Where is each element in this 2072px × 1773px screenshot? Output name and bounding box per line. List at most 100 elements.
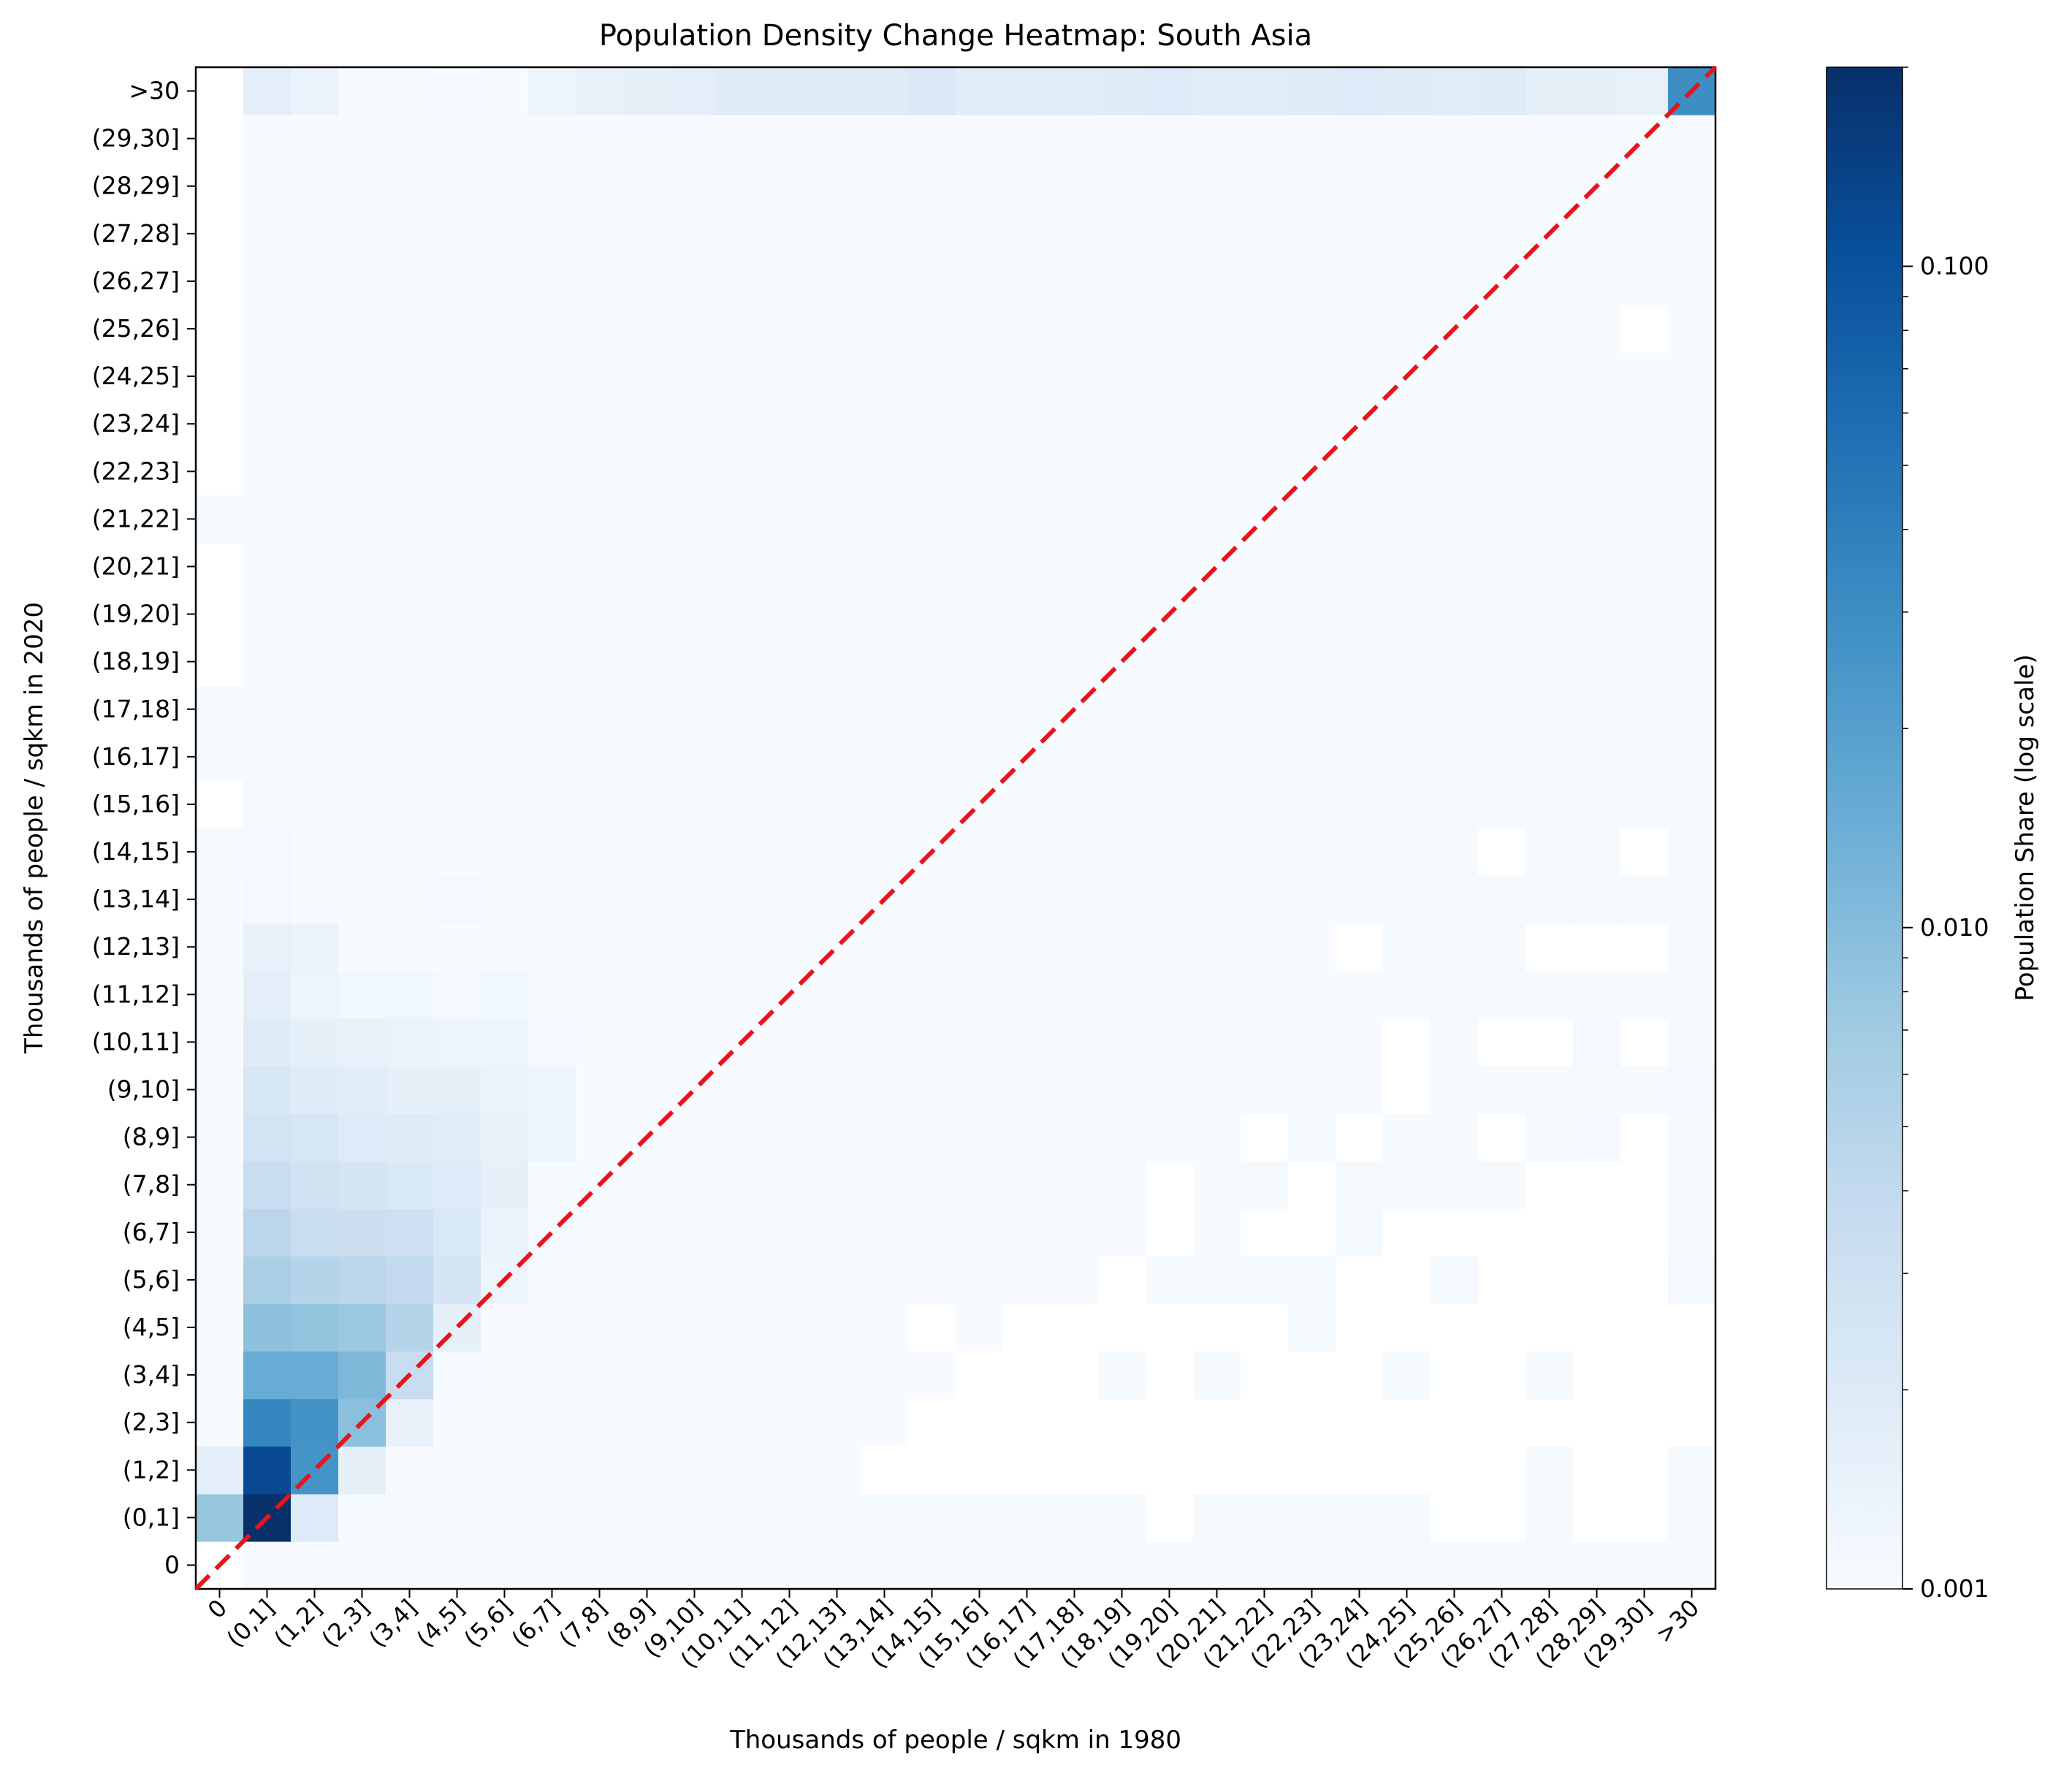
heatmap-cell — [481, 1303, 529, 1352]
heatmap-cell — [1431, 970, 1479, 1019]
heatmap-cell — [1051, 1541, 1099, 1590]
heatmap-cell — [1003, 1351, 1051, 1400]
heatmap-cell — [1431, 542, 1479, 591]
heatmap-cell — [813, 67, 861, 115]
heatmap-cell — [1098, 1018, 1146, 1067]
heatmap-cell — [481, 542, 529, 591]
heatmap-cell — [338, 970, 386, 1019]
heatmap-cell — [1051, 875, 1099, 924]
heatmap-cell — [1383, 495, 1431, 544]
heatmap-cell — [813, 352, 861, 401]
heatmap-cell — [1478, 1208, 1526, 1257]
heatmap-cell — [1431, 1113, 1479, 1162]
heatmap-cell — [481, 1493, 529, 1542]
heatmap-cell — [813, 780, 861, 829]
heatmap-cell — [718, 1398, 766, 1447]
heatmap-cell — [481, 1446, 529, 1495]
heatmap-cell — [1526, 352, 1574, 401]
heatmap-cell — [718, 1541, 766, 1590]
heatmap-cell — [1526, 1303, 1574, 1352]
heatmap-cell — [243, 1398, 292, 1447]
heatmap-cell — [908, 1446, 956, 1495]
heatmap-cell — [386, 352, 434, 401]
heatmap-cell — [1003, 495, 1051, 544]
heatmap-cell — [1193, 1493, 1241, 1542]
heatmap-cell — [291, 923, 339, 972]
heatmap-cell — [718, 828, 766, 877]
heatmap-cell — [576, 400, 624, 449]
heatmap-cell — [528, 1541, 576, 1590]
heatmap-cell — [291, 210, 339, 258]
heatmap-cell — [243, 1208, 292, 1257]
heatmap-cell — [1478, 1303, 1526, 1352]
heatmap-cell — [1431, 685, 1479, 733]
y-tick-label: (0,1] — [123, 1503, 180, 1531]
heatmap-cell — [576, 1113, 624, 1162]
heatmap-cell — [671, 1113, 719, 1162]
heatmap-cell — [671, 162, 719, 210]
heatmap-cell — [291, 1351, 339, 1400]
heatmap-cell — [433, 1493, 481, 1542]
heatmap-cell — [386, 733, 434, 781]
heatmap-cell — [671, 923, 719, 972]
heatmap-cell — [1620, 638, 1669, 686]
heatmap-cell — [671, 1303, 719, 1352]
heatmap-cell — [1336, 305, 1384, 354]
heatmap-cell — [1668, 447, 1716, 496]
heatmap-cell — [1620, 923, 1669, 972]
heatmap-cell — [1193, 590, 1241, 638]
heatmap-cell — [1383, 733, 1431, 781]
heatmap-cell — [1146, 1018, 1194, 1067]
heatmap-cell — [338, 210, 386, 258]
heatmap-cell — [338, 638, 386, 686]
colorbar-bar — [1827, 67, 1902, 1589]
heatmap-cell — [813, 733, 861, 781]
heatmap-cell — [671, 542, 719, 591]
heatmap-cell — [1573, 1065, 1621, 1114]
heatmap-cell — [1051, 210, 1099, 258]
heatmap-cell — [576, 1398, 624, 1447]
heatmap-cell — [1003, 1113, 1051, 1162]
heatmap-cell — [1668, 542, 1716, 591]
heatmap-cell — [908, 1303, 956, 1352]
heatmap-cell — [528, 162, 576, 210]
heatmap-cell — [481, 495, 529, 544]
heatmap-cell — [1383, 923, 1431, 972]
heatmap-cell — [1383, 1256, 1431, 1305]
heatmap-cell — [718, 733, 766, 781]
heatmap-cell — [1241, 352, 1289, 401]
heatmap-cell — [1526, 1493, 1574, 1542]
heatmap-cell — [1573, 495, 1621, 544]
heatmap-cell — [481, 115, 529, 163]
y-tick-label: (28,29] — [92, 172, 180, 200]
heatmap-cell — [1478, 1446, 1526, 1495]
heatmap-cell — [1573, 542, 1621, 591]
heatmap-cell — [1478, 970, 1526, 1019]
heatmap-cell — [1383, 1018, 1431, 1067]
heatmap-cell — [1051, 305, 1099, 354]
heatmap-cell — [386, 1208, 434, 1257]
heatmap-cell — [718, 352, 766, 401]
heatmap-cell — [1668, 1018, 1716, 1067]
heatmap-cell — [386, 115, 434, 163]
heatmap-cell — [1241, 1065, 1289, 1114]
heatmap-cell — [1668, 780, 1716, 829]
heatmap-cell — [1336, 1351, 1384, 1400]
heatmap-cell — [196, 305, 244, 354]
heatmap-cell — [908, 1351, 956, 1400]
x-tick-label: (4,5] — [411, 1594, 471, 1653]
heatmap-cell — [1383, 542, 1431, 591]
heatmap-cell — [1146, 1065, 1194, 1114]
heatmap-cell — [908, 447, 956, 496]
heatmap-cell — [766, 590, 814, 638]
heatmap-cell — [291, 257, 339, 306]
y-tick-label: (2,3] — [123, 1408, 180, 1436]
heatmap-cell — [528, 257, 576, 306]
heatmap-cell — [243, 1018, 292, 1067]
heatmap-cell — [1526, 1161, 1574, 1209]
heatmap-cell — [623, 1256, 671, 1305]
y-tick-label: (27,28] — [92, 219, 180, 248]
y-tick-label: (19,20] — [92, 600, 180, 628]
x-tick-label: >30 — [1650, 1594, 1705, 1649]
heatmap-cell — [338, 828, 386, 877]
